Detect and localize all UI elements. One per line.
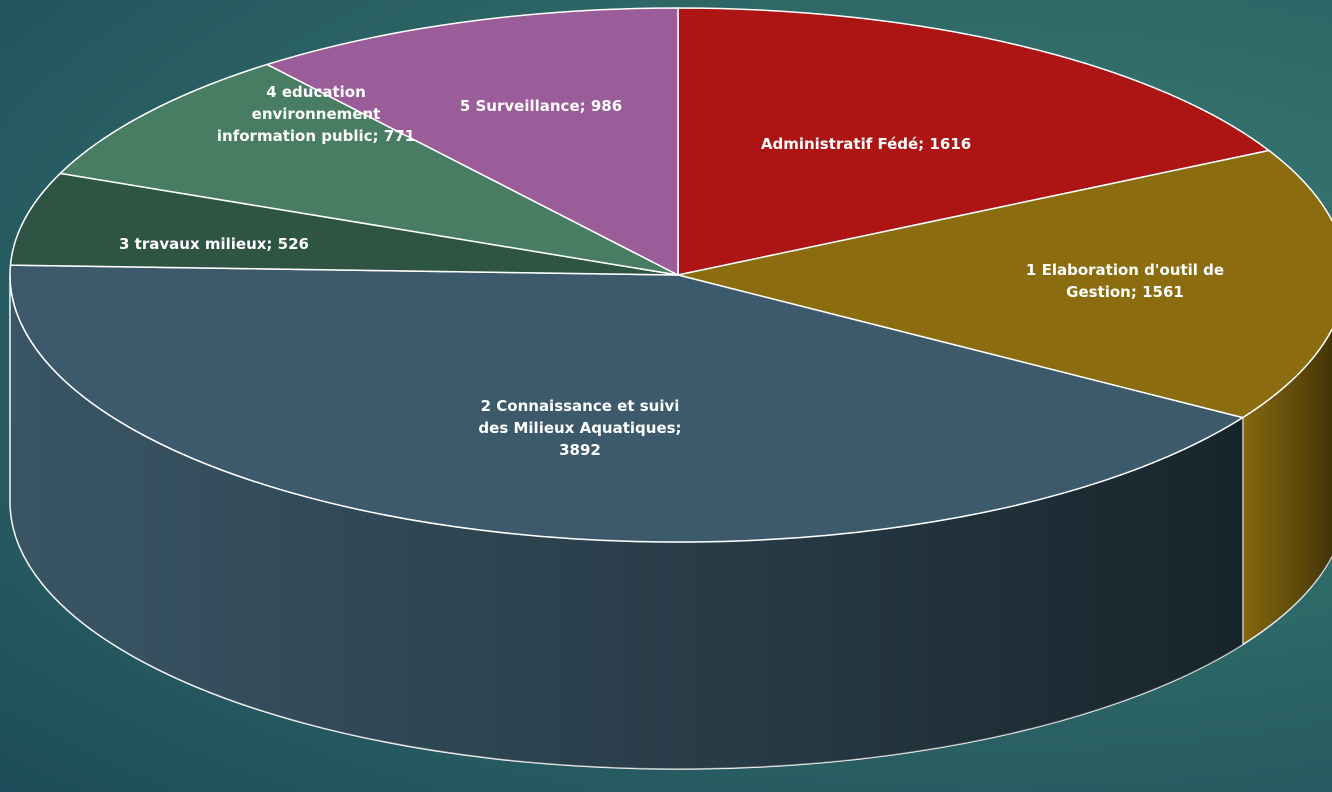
pie-side-shade-3 [10, 275, 1243, 769]
pie-slice-2 [677, 149, 1332, 419]
pie-slice-6 [266, 7, 679, 276]
pie-slice-label-2: 1 Elaboration d'outil de Gestion; 1561 [1026, 261, 1224, 301]
pie-slice-label-line: 3892 [559, 441, 601, 459]
pie-slice-label-line: 4 education [266, 83, 366, 101]
pie-slice-label-4: 3 travaux milieux; 526 [119, 235, 309, 253]
pie-slice-label-line: Gestion; 1561 [1066, 283, 1184, 301]
pie-slice-label-line: des Milieux Aquatiques; [478, 419, 681, 437]
pie-slice-label-line: 3 travaux milieux; 526 [119, 235, 309, 253]
pie-data-labels: Administratif Fédé; 1616 1 Elaboration d'… [119, 83, 1224, 459]
pie-slice-label-3: 2 Connaissance et suivi des Milieux Aquat… [478, 397, 681, 459]
pie-slice-label-line: Administratif Fédé; 1616 [761, 135, 971, 153]
pie-slice-label-line: 5 Surveillance; 986 [460, 97, 622, 115]
pie-slice-label-6: 5 Surveillance; 986 [460, 97, 622, 115]
pie-slice-4 [9, 172, 679, 276]
pie-slice-label-5: 4 education environnement information publ… [217, 83, 415, 145]
pie-side-walls [9, 274, 1332, 770]
pie-slice-label-line: 2 Connaissance et suivi [481, 397, 680, 415]
pie-top-faces [9, 7, 1332, 543]
pie-slice-5 [59, 63, 679, 276]
pie-side-shade-2 [1242, 329, 1332, 645]
pie-slice-1 [677, 7, 1270, 276]
pie-slice-label-line: 1 Elaboration d'outil de [1026, 261, 1224, 279]
pie-slice-label-1: Administratif Fédé; 1616 [761, 135, 971, 153]
pie-slice-label-line: information public; 771 [217, 127, 415, 145]
pie-slice-label-line: environnement [252, 105, 381, 123]
pie-slice-3 [9, 264, 1244, 543]
